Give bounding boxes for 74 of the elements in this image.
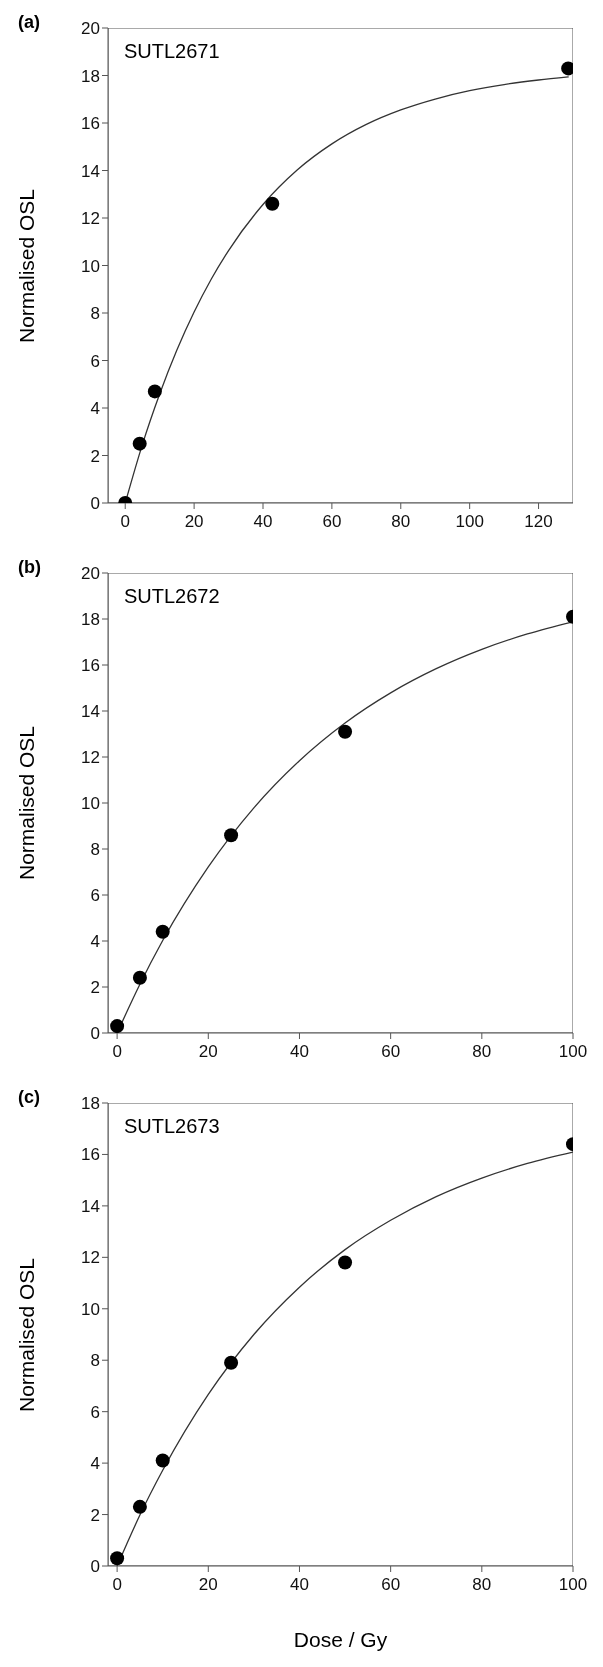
point xyxy=(224,1355,239,1370)
point xyxy=(132,436,147,451)
y-tick-label: 4 xyxy=(90,932,100,952)
y-tick-label: 0 xyxy=(90,1557,100,1577)
y-tick-label: 12 xyxy=(81,1248,100,1268)
x-tick-label: 40 xyxy=(290,1042,309,1062)
x-tick-label: 40 xyxy=(253,512,273,532)
y-tick-label: 0 xyxy=(90,1024,100,1044)
point xyxy=(147,384,162,399)
y-tick-label: 20 xyxy=(81,564,100,584)
x-tick-label: 100 xyxy=(558,1575,588,1595)
x-axis-title: Dose / Gy xyxy=(292,1628,389,1652)
x-tick-label: 120 xyxy=(524,512,553,532)
point xyxy=(338,1255,353,1270)
y-tick-label: 10 xyxy=(81,1299,100,1319)
x-tick-label: 100 xyxy=(558,1042,588,1062)
x-tick-label: 80 xyxy=(472,1042,492,1062)
point xyxy=(132,970,147,985)
y-tick-label: 12 xyxy=(81,209,100,229)
y-tick-label: 2 xyxy=(90,1505,100,1525)
y-tick-label: 2 xyxy=(90,978,100,998)
y-tick-label: 8 xyxy=(90,304,100,324)
y-axis-title: Normalised OSL xyxy=(15,1257,39,1412)
point xyxy=(265,196,280,211)
y-tick-label: 14 xyxy=(81,161,100,181)
y-tick-label: 16 xyxy=(81,114,100,134)
point xyxy=(155,1453,170,1468)
y-tick-label: 18 xyxy=(81,610,100,630)
y-tick-label: 14 xyxy=(81,1196,100,1216)
point xyxy=(132,1499,147,1514)
x-tick-label: 20 xyxy=(198,1575,218,1595)
x-tick-label: 0 xyxy=(112,1042,122,1062)
chart-title: (b) xyxy=(18,557,41,578)
y-tick-label: 6 xyxy=(90,886,100,906)
y-tick-label: 0 xyxy=(90,494,100,514)
x-tick-label: 80 xyxy=(472,1575,492,1595)
x-tick-label: 0 xyxy=(112,1575,122,1595)
chart-title: (a) xyxy=(18,12,40,33)
y-tick-label: 4 xyxy=(90,1454,100,1474)
y-tick-label: 10 xyxy=(81,794,100,814)
point xyxy=(338,724,353,739)
y-tick-label: 16 xyxy=(81,656,100,676)
y-axis-title: Normalised OSL xyxy=(15,725,39,881)
y-tick-label: 10 xyxy=(81,256,100,276)
point xyxy=(224,828,239,843)
chart-title: (c) xyxy=(18,1087,40,1108)
y-tick-label: 4 xyxy=(90,399,100,419)
y-tick-label: 12 xyxy=(81,748,100,768)
y-tick-label: 2 xyxy=(90,446,100,466)
point xyxy=(110,1019,125,1033)
x-tick-label: 60 xyxy=(381,1575,401,1595)
annotation: SUTL2671 xyxy=(124,40,220,63)
y-tick-label: 6 xyxy=(90,351,100,371)
point xyxy=(110,1551,125,1566)
x-tick-label: 0 xyxy=(120,512,130,532)
x-tick-label: 60 xyxy=(322,512,342,532)
x-tick-label: 20 xyxy=(184,512,204,532)
y-tick-label: 20 xyxy=(81,19,100,39)
y-tick-label: 16 xyxy=(81,1145,100,1165)
point xyxy=(155,924,170,939)
x-tick-label: 80 xyxy=(391,512,411,532)
y-tick-label: 8 xyxy=(90,840,100,860)
y-tick-label: 18 xyxy=(81,66,100,86)
x-tick-label: 100 xyxy=(455,512,484,532)
x-tick-label: 40 xyxy=(290,1575,309,1595)
y-tick-label: 18 xyxy=(81,1094,100,1114)
x-tick-label: 20 xyxy=(198,1042,218,1062)
y-axis-title: Normalised OSL xyxy=(15,188,39,343)
y-tick-label: 6 xyxy=(90,1402,100,1422)
x-tick-label: 60 xyxy=(381,1042,401,1062)
annotation: SUTL2673 xyxy=(124,1115,220,1138)
annotation: SUTL2672 xyxy=(124,585,220,608)
y-tick-label: 8 xyxy=(90,1351,100,1371)
y-tick-label: 14 xyxy=(81,702,100,722)
